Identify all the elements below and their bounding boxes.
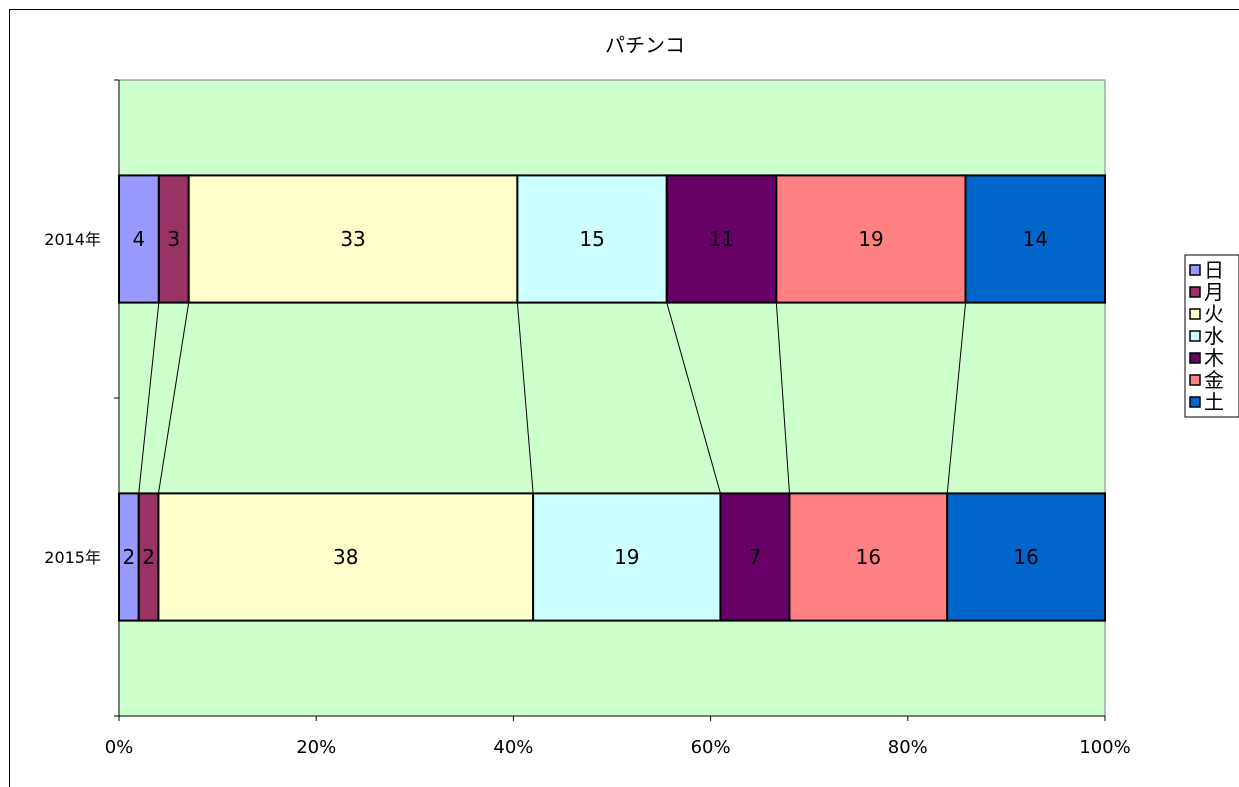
- x-tick-label: 40%: [493, 737, 533, 758]
- data-label: 14: [1023, 227, 1048, 251]
- bar-segment: [775, 174, 967, 304]
- series-line: [666, 302, 721, 494]
- legend-label: 日: [1204, 258, 1224, 282]
- legend-label: 火: [1204, 302, 1224, 326]
- bars: [118, 174, 1107, 622]
- legend-swatch: [1189, 352, 1201, 364]
- axes: 2014年 2015年 0% 20% 40% 60% 80% 100%: [44, 79, 1131, 758]
- legend-label: 月: [1204, 280, 1224, 304]
- data-label: 33: [340, 227, 365, 251]
- bar-segment: [719, 492, 791, 622]
- bar-segment: [516, 174, 668, 304]
- bar-segment: [946, 492, 1106, 622]
- legend-label: 木: [1204, 346, 1224, 370]
- series-line: [157, 302, 190, 494]
- data-label: 16: [856, 545, 881, 569]
- bar-segment: [187, 174, 519, 304]
- series-line: [946, 302, 967, 494]
- data-label: 19: [614, 545, 639, 569]
- x-tick-label: 0%: [105, 737, 134, 758]
- x-tick-label: 100%: [1079, 737, 1130, 758]
- chart-title: パチンコ: [605, 33, 685, 57]
- x-tick-label: 80%: [888, 737, 928, 758]
- series-line: [516, 302, 534, 494]
- legend-swatch: [1189, 330, 1201, 342]
- legend-label: 土: [1204, 390, 1224, 414]
- x-tick-label: 20%: [296, 737, 336, 758]
- data-label: 7: [749, 545, 762, 569]
- data-label: 2: [122, 545, 135, 569]
- data-label: 11: [709, 227, 734, 251]
- data-label: 38: [333, 545, 358, 569]
- data-label: 3: [167, 227, 180, 251]
- bar-segment: [964, 174, 1107, 304]
- legend-label: 水: [1204, 324, 1224, 348]
- data-label: 4: [133, 227, 146, 251]
- legend-swatch: [1189, 286, 1201, 298]
- data-label: 19: [858, 227, 883, 251]
- category-label: 2015年: [44, 548, 101, 567]
- series-line: [775, 302, 790, 494]
- bar-segment: [118, 174, 160, 304]
- legend-swatch: [1189, 374, 1201, 386]
- series-lines: [138, 302, 967, 494]
- legend-label: 金: [1204, 368, 1224, 392]
- bar-segment: [532, 492, 722, 622]
- bar-segment: [665, 174, 778, 304]
- data-label: 15: [579, 227, 604, 251]
- data-labels: 4 3 33 15 11 19 142 2 38 19 7 16 16: [122, 227, 1048, 569]
- data-label: 16: [1013, 545, 1038, 569]
- x-tick-label: 60%: [691, 737, 731, 758]
- legend-swatch: [1189, 264, 1201, 276]
- data-label: 2: [142, 545, 155, 569]
- category-label: 2014年: [44, 230, 101, 249]
- bar-segment: [157, 492, 535, 622]
- legend-swatch: [1189, 308, 1201, 320]
- legend-swatch: [1189, 396, 1201, 408]
- series-line: [138, 302, 160, 494]
